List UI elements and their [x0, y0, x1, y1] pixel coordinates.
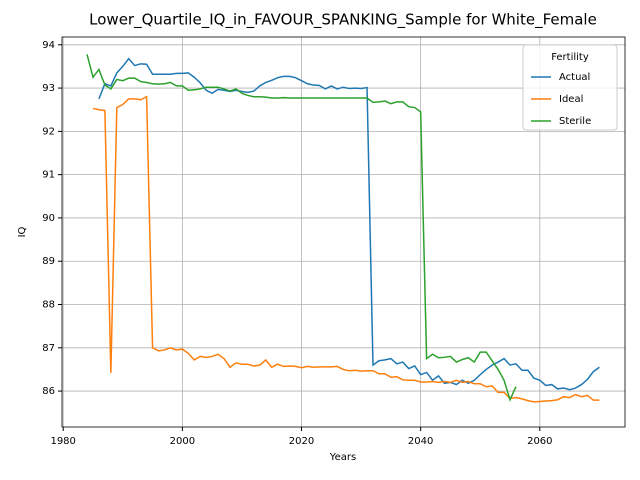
x-tick-label: 2040 — [408, 436, 433, 447]
x-tick-label: 1980 — [50, 436, 75, 447]
y-tick-label: 88 — [42, 300, 55, 311]
legend-box — [522, 44, 618, 131]
x-tick-label: 2060 — [527, 436, 552, 447]
plot-frame — [61, 36, 626, 428]
y-tick-label: 94 — [42, 40, 55, 51]
y-tick-label: 92 — [42, 126, 55, 137]
y-axis-label: IQ — [17, 226, 28, 237]
legend-title: Fertility — [551, 52, 589, 63]
x-tick-label: 2000 — [170, 436, 195, 447]
series-line — [98, 57, 600, 391]
x-tick-label: 2020 — [289, 436, 314, 447]
series-line — [86, 54, 517, 402]
chart-title: Lower_Quartile_IQ_in_FAVOUR_SPANKING_Sam… — [89, 11, 597, 30]
y-tick-label: 89 — [42, 256, 55, 267]
y-tick-label: 86 — [42, 386, 55, 397]
y-tick-label: 93 — [42, 83, 55, 94]
series-line — [92, 95, 600, 403]
legend-label: Actual — [559, 72, 590, 83]
y-tick-label: 87 — [42, 343, 55, 354]
legend-label: Sterile — [559, 116, 591, 127]
y-tick-label: 90 — [42, 213, 55, 224]
legend-label: Ideal — [559, 94, 583, 105]
y-tick-label: 91 — [42, 170, 55, 181]
x-axis-label: Years — [329, 452, 356, 463]
